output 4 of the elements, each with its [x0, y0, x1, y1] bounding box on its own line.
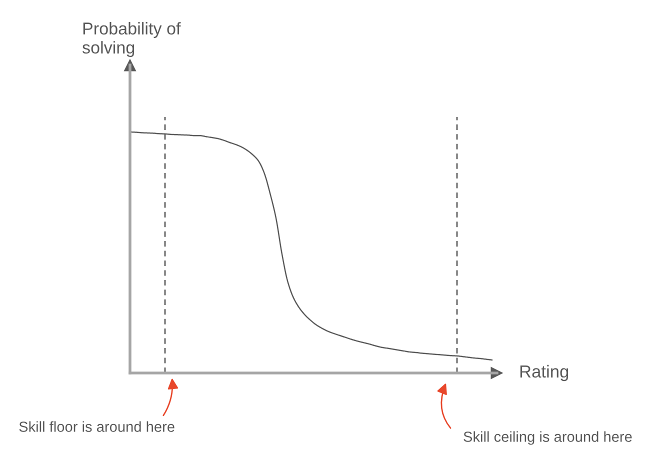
text: Skill ceiling is around here: [464, 431, 632, 445]
y-axis-title: Probability of solving: [82, 22, 181, 57]
text: Skill floor is around here: [19, 421, 174, 432]
x-axis-title: Rating: [520, 364, 568, 382]
